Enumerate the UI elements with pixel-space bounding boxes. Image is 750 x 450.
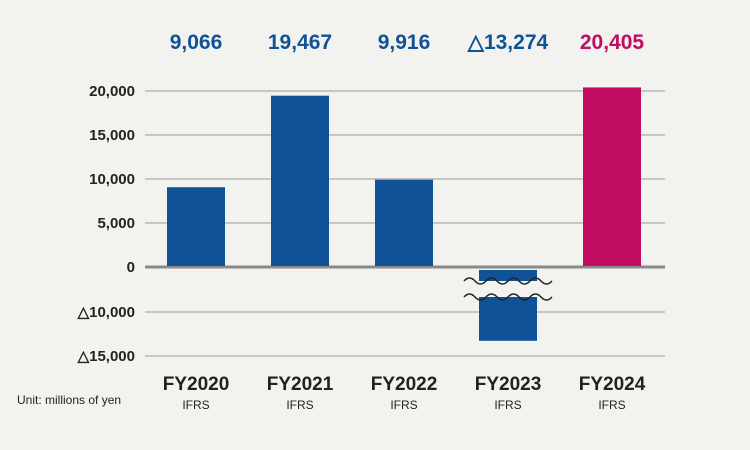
y-tick-label: 10,000: [89, 171, 135, 188]
axis-break-gap: [464, 281, 552, 297]
x-standard-label: IFRS: [598, 398, 625, 412]
x-axis: FY2020 IFRS FY2021 IFRS FY2022 IFRS FY2023 IFRS…: [163, 374, 646, 412]
bars: [167, 87, 641, 341]
y-tick-label: 0: [127, 259, 135, 276]
y-tick-label: 5,000: [97, 215, 135, 232]
value-label: 9,066: [170, 31, 223, 54]
bar-fy2020: [167, 187, 225, 266]
x-category-label: FY2020: [163, 374, 230, 395]
x-category-label: FY2024: [579, 374, 646, 395]
x-category-label: FY2021: [267, 374, 334, 395]
axis-break-wave: [463, 277, 553, 285]
value-label: △13,274: [467, 31, 549, 54]
axis-break-wave: [463, 293, 553, 301]
y-tick-label: △15,000: [77, 348, 135, 365]
bar-fy2024: [583, 87, 641, 266]
value-labels: 9,066 19,467 9,916 △13,274 20,405: [170, 31, 645, 54]
bar-fy2022: [375, 179, 433, 266]
y-axis: 20,000 15,000 10,000 5,000 0 △10,000 △15,000: [77, 83, 135, 365]
x-category-label: FY2022: [371, 374, 438, 395]
value-label: 9,916: [378, 31, 431, 54]
x-standard-label: IFRS: [182, 398, 209, 412]
x-standard-label: IFRS: [286, 398, 313, 412]
x-standard-label: IFRS: [494, 398, 521, 412]
value-label: 19,467: [268, 31, 332, 54]
value-label: 20,405: [580, 31, 645, 54]
y-tick-label: 15,000: [89, 127, 135, 144]
x-standard-label: IFRS: [390, 398, 417, 412]
gridlines: [145, 90, 665, 357]
bar-fy2021: [271, 95, 329, 266]
x-category-label: FY2023: [475, 374, 542, 395]
y-tick-label: 20,000: [89, 83, 135, 100]
y-tick-label: △10,000: [77, 304, 135, 321]
unit-note: Unit: millions of yen: [17, 393, 122, 407]
